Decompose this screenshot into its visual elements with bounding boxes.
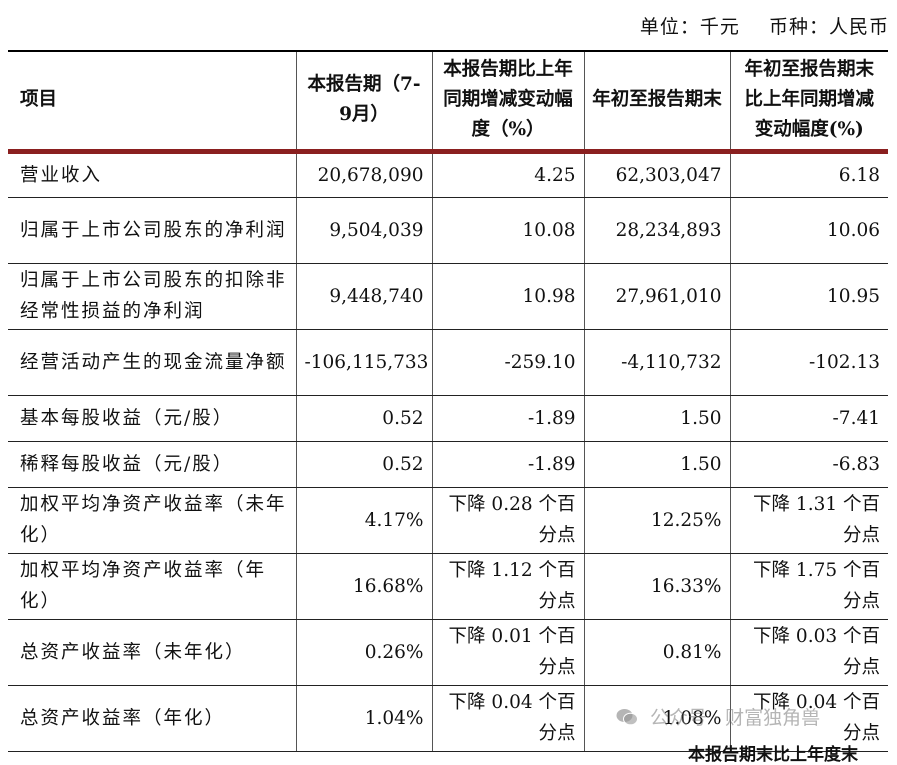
cell-current-change: 10.98 xyxy=(431,263,585,330)
cell-ytd: 16.33% xyxy=(583,553,731,620)
cell-ytd-change: -6.83 xyxy=(729,441,888,488)
cell-current: 20,678,090 xyxy=(295,151,433,198)
table-row: 总资产收益率（年化） 1.04% 下降 0.04 个百分点 1.08% 下降 0.04 … xyxy=(8,685,888,752)
cell-item: 总资产收益率（未年化） xyxy=(8,619,297,686)
cell-ytd-change: 6.18 xyxy=(729,151,888,198)
header-current-period: 本报告期（7-9月） xyxy=(295,50,433,154)
header-item: 项目 xyxy=(8,50,297,154)
cell-current-change: 下降 0.04 个百分点 xyxy=(431,685,585,752)
cell-current: 0.52 xyxy=(295,395,433,442)
cell-item: 归属于上市公司股东的扣除非经常性损益的净利润 xyxy=(8,263,297,330)
cell-ytd-change: 下降 1.75 个百分点 xyxy=(729,553,888,620)
cell-current: 1.04% xyxy=(295,685,433,752)
header-ytd: 年初至报告期末 xyxy=(583,50,731,154)
financial-table: 项目 本报告期（7-9月） 本报告期比上年同期增减变动幅度（%） 年初至报告期末… xyxy=(8,50,888,752)
cell-ytd: 27,961,010 xyxy=(583,263,731,330)
table-row: 加权平均净资产收益率（未年化） 4.17% 下降 0.28 个百分点 12.25% 下降… xyxy=(8,487,888,554)
cell-item: 基本每股收益（元/股） xyxy=(8,395,297,442)
cell-current-change: 下降 0.28 个百分点 xyxy=(431,487,585,554)
cell-ytd: 0.81% xyxy=(583,619,731,686)
cell-ytd: 1.08% xyxy=(583,685,731,752)
watermark: 公众号 · 财富独角兽 xyxy=(616,703,820,730)
table-row: 营业收入 20,678,090 4.25 62,303,047 6.18 xyxy=(8,151,888,198)
table-row: 加权平均净资产收益率（年化） 16.68% 下降 1.12 个百分点 16.33% 下降… xyxy=(8,553,888,620)
cell-item: 经营活动产生的现金流量净额 xyxy=(8,329,297,396)
cell-current-change: -1.89 xyxy=(431,441,585,488)
cell-current: 16.68% xyxy=(295,553,433,620)
cell-item: 营业收入 xyxy=(8,151,297,198)
watermark-text: 公众号 · 财富独角兽 xyxy=(650,707,821,729)
table-row: 经营活动产生的现金流量净额 -106,115,733 -259.10 -4,110,7… xyxy=(8,329,888,396)
table-row: 稀释每股收益（元/股） 0.52 -1.89 1.50 -6.83 xyxy=(8,441,888,488)
cell-ytd: 1.50 xyxy=(583,441,731,488)
unit-label: 单位：千元 xyxy=(639,16,740,38)
cell-current: 9,504,039 xyxy=(295,197,433,264)
cell-ytd-change: 10.06 xyxy=(729,197,888,264)
cell-current-change: 4.25 xyxy=(431,151,585,198)
table-row: 归属于上市公司股东的扣除非经常性损益的净利润 9,448,740 10.98 27,9… xyxy=(8,263,888,330)
header-ytd-change: 年初至报告期末比上年同期增减变动幅度(%) xyxy=(729,50,888,154)
cell-current-change: 10.08 xyxy=(431,197,585,264)
cell-item: 稀释每股收益（元/股） xyxy=(8,441,297,488)
cell-item: 加权平均净资产收益率（未年化） xyxy=(8,487,297,554)
table-body: 营业收入 20,678,090 4.25 62,303,047 6.18 归属于上市公司股… xyxy=(8,151,888,752)
cell-ytd-change: 下降 1.31 个百分点 xyxy=(729,487,888,554)
cell-ytd: 28,234,893 xyxy=(583,197,731,264)
cell-current: 9,448,740 xyxy=(295,263,433,330)
table-header-row: 项目 本报告期（7-9月） 本报告期比上年同期增减变动幅度（%） 年初至报告期末… xyxy=(8,50,888,154)
cell-ytd-change: -102.13 xyxy=(729,329,888,396)
cell-current: 4.17% xyxy=(295,487,433,554)
cell-current: -106,115,733 xyxy=(295,329,433,396)
cell-current-change: -1.89 xyxy=(431,395,585,442)
table-row: 归属于上市公司股东的净利润 9,504,039 10.08 28,234,893 10.… xyxy=(8,197,888,264)
cell-ytd: 12.25% xyxy=(583,487,731,554)
cell-current-change: -259.10 xyxy=(431,329,585,396)
cell-item: 总资产收益率（年化） xyxy=(8,685,297,752)
cell-item: 加权平均净资产收益率（年化） xyxy=(8,553,297,620)
cell-ytd-change: 10.95 xyxy=(729,263,888,330)
cell-current: 0.52 xyxy=(295,441,433,488)
cell-ytd: 1.50 xyxy=(583,395,731,442)
cell-current: 0.26% xyxy=(295,619,433,686)
cell-current-change: 下降 0.01 个百分点 xyxy=(431,619,585,686)
cell-ytd-change: -7.41 xyxy=(729,395,888,442)
cell-item: 归属于上市公司股东的净利润 xyxy=(8,197,297,264)
wechat-icon xyxy=(616,709,638,726)
cell-current-change: 下降 1.12 个百分点 xyxy=(431,553,585,620)
footer-fragment: 本报告期末比上年度末 xyxy=(688,745,858,765)
cell-ytd-change: 下降 0.04 个百分点 xyxy=(729,685,888,752)
table-row: 基本每股收益（元/股） 0.52 -1.89 1.50 -7.41 xyxy=(8,395,888,442)
cell-ytd: -4,110,732 xyxy=(583,329,731,396)
table-row: 总资产收益率（未年化） 0.26% 下降 0.01 个百分点 0.81% 下降 0.03… xyxy=(8,619,888,686)
currency-label: 币种：人民币 xyxy=(768,16,889,38)
cell-ytd: 62,303,047 xyxy=(583,151,731,198)
cell-ytd-change: 下降 0.03 个百分点 xyxy=(729,619,888,686)
unit-line: 单位：千元 币种：人民币 xyxy=(618,12,889,39)
header-current-change: 本报告期比上年同期增减变动幅度（%） xyxy=(431,50,585,154)
